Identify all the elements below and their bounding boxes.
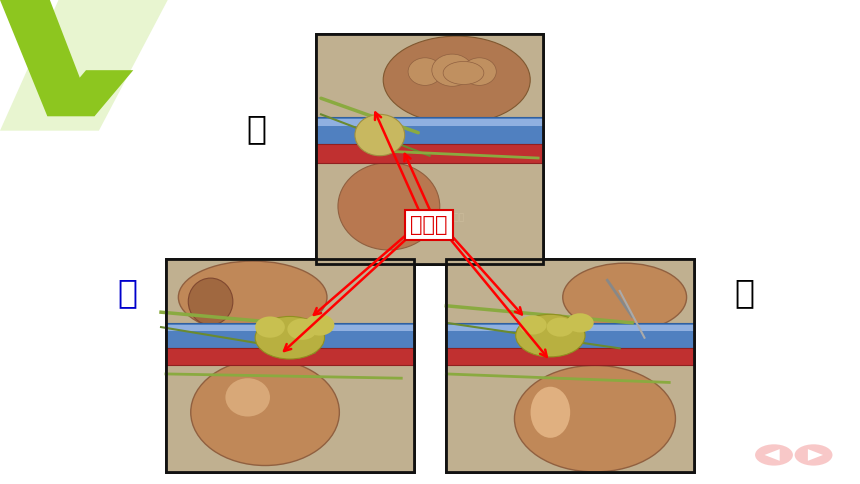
Polygon shape	[765, 449, 780, 461]
Ellipse shape	[562, 263, 686, 332]
Ellipse shape	[287, 318, 317, 340]
Ellipse shape	[355, 114, 405, 156]
Ellipse shape	[384, 36, 531, 123]
Text: 马: 马	[117, 276, 138, 309]
Ellipse shape	[225, 378, 270, 417]
Bar	[316, 34, 543, 264]
Bar	[446, 325, 694, 332]
Ellipse shape	[188, 278, 233, 325]
Ellipse shape	[514, 365, 675, 472]
Text: 肾上腺: 肾上腺	[410, 215, 448, 235]
Ellipse shape	[519, 316, 547, 334]
Bar	[446, 259, 694, 472]
Polygon shape	[0, 0, 95, 116]
Bar	[316, 119, 543, 126]
Text: 肾上腺: 肾上腺	[449, 213, 464, 222]
Ellipse shape	[516, 314, 585, 357]
Circle shape	[795, 444, 832, 466]
Ellipse shape	[531, 387, 570, 438]
Text: 猪: 猪	[734, 276, 754, 309]
Bar	[316, 144, 543, 163]
Bar	[316, 34, 543, 264]
Bar	[446, 348, 694, 365]
Ellipse shape	[304, 314, 335, 335]
Bar	[316, 117, 543, 144]
Ellipse shape	[567, 313, 593, 333]
Ellipse shape	[255, 317, 285, 338]
Bar	[446, 259, 694, 472]
Ellipse shape	[463, 58, 496, 85]
Ellipse shape	[191, 359, 340, 466]
Bar	[166, 259, 414, 472]
Polygon shape	[808, 449, 823, 461]
Polygon shape	[0, 0, 168, 131]
Ellipse shape	[408, 58, 442, 85]
Ellipse shape	[443, 61, 484, 84]
Bar	[166, 325, 414, 332]
Text: 牛: 牛	[246, 112, 267, 145]
Bar	[446, 259, 694, 472]
Circle shape	[755, 444, 793, 466]
Bar	[446, 323, 694, 348]
Bar	[166, 259, 414, 472]
Ellipse shape	[255, 317, 324, 359]
Ellipse shape	[338, 163, 439, 250]
Ellipse shape	[547, 318, 574, 337]
Polygon shape	[47, 70, 133, 116]
Ellipse shape	[178, 261, 327, 333]
Bar	[166, 259, 414, 472]
Bar	[166, 323, 414, 348]
Ellipse shape	[432, 54, 472, 86]
Bar	[166, 348, 414, 365]
Bar	[316, 34, 543, 264]
